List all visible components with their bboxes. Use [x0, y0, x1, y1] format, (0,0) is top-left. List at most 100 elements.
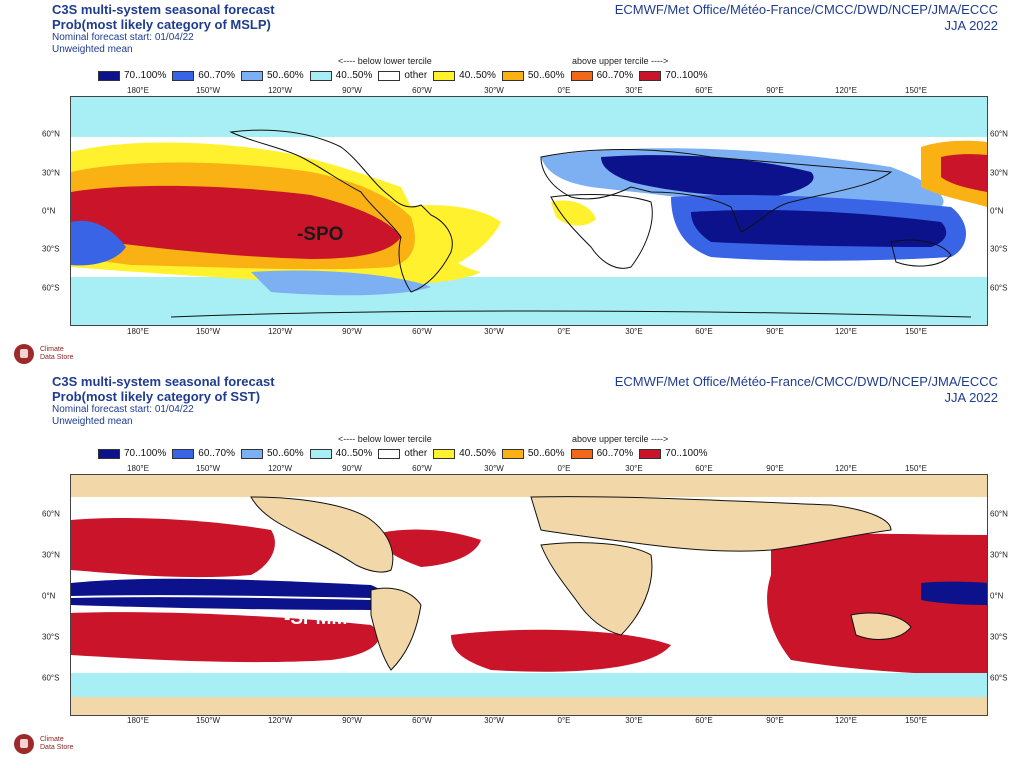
mslp-legend-item: 50..60%	[240, 70, 304, 81]
sst-title: C3S multi-system seasonal forecast	[52, 374, 275, 389]
sst-blue-tropical-pacific	[71, 578, 386, 610]
sst-lon-label: 30°W	[484, 716, 504, 725]
sst-above-tercile-label: above upper tercile ---->	[572, 434, 669, 444]
mslp-legend-label: 70..100%	[124, 70, 167, 81]
sst-lon-label: 90°W	[342, 464, 362, 473]
sst-antarctic-land	[71, 697, 987, 715]
sst-legend-item: 40..50%	[309, 448, 373, 459]
mslp-lat-labels-left: 60°N 30°N 0°N 30°S 60°S	[42, 96, 72, 324]
sst-red-south-pacific	[71, 612, 379, 663]
sst-lat-label: 60°N	[42, 509, 60, 519]
mslp-legend-item: 40..50%	[433, 70, 496, 81]
mslp-lat-label: 0°N	[990, 206, 1004, 216]
mslp-legend-item: 60..70%	[570, 70, 633, 81]
mslp-africa-outline	[550, 194, 653, 269]
mslp-lon-label: 150°E	[905, 327, 927, 336]
mslp-lon-label: 60°E	[695, 86, 713, 95]
mslp-lon-labels-bottom: 180°E 150°W 120°W 90°W 60°W 30°W 0°E 30°E 60°E 90…	[0, 327, 1024, 337]
sst-southern-ocean-band	[71, 673, 987, 697]
sst-lat-label: 30°N	[42, 550, 60, 560]
mslp-forecast-start: Nominal forecast start: 01/04/22	[52, 32, 194, 43]
sst-legend-item: 40..50%	[433, 448, 496, 459]
sst-arctic-land	[71, 475, 987, 497]
mslp-lon-label: 150°E	[905, 86, 927, 95]
mslp-legend-label: 50..60%	[527, 70, 565, 81]
sst-lon-label: 90°E	[766, 716, 784, 725]
mslp-legend-item: 70..100%	[98, 70, 166, 81]
mslp-legend-swatch	[639, 70, 662, 81]
sst-africa	[540, 542, 653, 636]
sst-legend-swatch	[570, 448, 593, 459]
mslp-legend-label: 70..100%	[665, 70, 708, 81]
sst-lat-label: 30°S	[990, 632, 1008, 642]
cds-logo-icon	[14, 344, 34, 364]
sst-lon-label: 150°E	[905, 464, 927, 473]
sst-lat-labels-left: 60°N 30°N 0°N 30°S 60°S	[42, 474, 72, 714]
sst-source-block: ECMWF/Met Office/Météo-France/CMCC/DWD/N…	[615, 374, 998, 406]
sst-lon-labels-top: 180°E 150°W 120°W 90°W 60°W 30°W 0°E 30°E 60°E 90…	[0, 464, 1024, 474]
sst-lon-label: 30°E	[625, 464, 643, 473]
mslp-legend-swatch	[501, 70, 524, 81]
sst-season: JJA 2022	[944, 390, 999, 405]
sst-equator-white-line	[71, 595, 372, 600]
mslp-lon-label: 150°W	[195, 86, 221, 95]
sst-legend-label: 40..50%	[335, 448, 373, 459]
sst-legend-label: 50..60%	[266, 448, 304, 459]
mslp-lon-label: 120°E	[835, 86, 857, 95]
sst-lat-label: 60°S	[42, 673, 60, 683]
sst-lon-label: 180°E	[127, 716, 149, 725]
sst-legend-item: 50..60%	[501, 448, 565, 459]
mslp-lon-label: 90°W	[342, 327, 362, 336]
mslp-north-band	[71, 97, 987, 137]
mslp-lon-label: 30°E	[625, 327, 643, 336]
sst-lat-labels-right: 60°N 30°N 0°N 30°S 60°S	[990, 474, 1020, 714]
sst-lon-label: 60°W	[412, 464, 432, 473]
mslp-legend-swatch	[570, 70, 593, 81]
mslp-lat-label: 30°N	[42, 168, 60, 178]
mslp-lon-label: 30°W	[484, 327, 504, 336]
mslp-legend-item: 70..100%	[639, 70, 708, 81]
cds-logo-icon	[14, 734, 34, 754]
mslp-legend-swatch	[378, 70, 401, 81]
mslp-lon-label: 30°E	[625, 86, 643, 95]
mslp-legend-item: 60..70%	[172, 70, 235, 81]
sst-lon-label: 60°W	[412, 716, 432, 725]
mslp-weighting: Unweighted mean	[52, 44, 133, 55]
mslp-legend-label: 50..60%	[266, 70, 304, 81]
mslp-antarctica-outline	[170, 310, 972, 318]
mslp-lat-label: 30°N	[990, 168, 1008, 178]
mslp-legend-swatch	[309, 70, 332, 81]
mslp-legend-swatch	[433, 70, 456, 81]
sst-lon-label: 120°W	[267, 716, 293, 725]
mslp-legend: 70..100% 60..70% 50..60% 40..50% other 40..50…	[98, 70, 714, 81]
mslp-legend-item: 40..50%	[309, 70, 372, 81]
mslp-legend-swatch	[172, 70, 195, 81]
mslp-blue-indian-core	[691, 210, 947, 247]
mslp-legend-swatch	[98, 70, 120, 81]
mslp-lon-label: 120°W	[267, 327, 293, 336]
mslp-map	[70, 96, 988, 326]
mslp-lat-label: 30°S	[42, 244, 60, 254]
mslp-eurasia-outline	[540, 149, 893, 233]
sst-legend-item: 70..100%	[639, 448, 708, 459]
mslp-yellow-southatlantic	[551, 200, 596, 226]
sst-legend-item: 60..70%	[172, 448, 235, 459]
sst-south-america	[370, 587, 422, 671]
mslp-red-pacific	[71, 185, 401, 259]
mslp-legend-label: 40..50%	[459, 70, 496, 81]
sst-legend-label: 70..100%	[124, 448, 167, 459]
mslp-source-block: ECMWF/Met Office/Météo-France/CMCC/DWD/N…	[615, 2, 998, 34]
sst-continents	[250, 496, 912, 671]
sst-title-block: C3S multi-system seasonal forecast Prob(…	[52, 374, 275, 428]
sst-legend-label: 70..100%	[665, 448, 708, 459]
sst-legend-label: 40..50%	[459, 448, 496, 459]
mslp-lon-label: 180°E	[127, 86, 149, 95]
mslp-lon-label: 90°E	[766, 86, 784, 95]
sst-australia	[850, 612, 912, 640]
sst-legend-swatch	[639, 448, 662, 459]
cds-logo-text: Climate Data Store	[40, 346, 74, 361]
sst-legend-label: other	[404, 448, 428, 459]
mslp-lat-label: 60°S	[990, 283, 1008, 293]
sst-eurasia	[530, 496, 892, 552]
sst-lon-label: 120°E	[835, 716, 857, 725]
